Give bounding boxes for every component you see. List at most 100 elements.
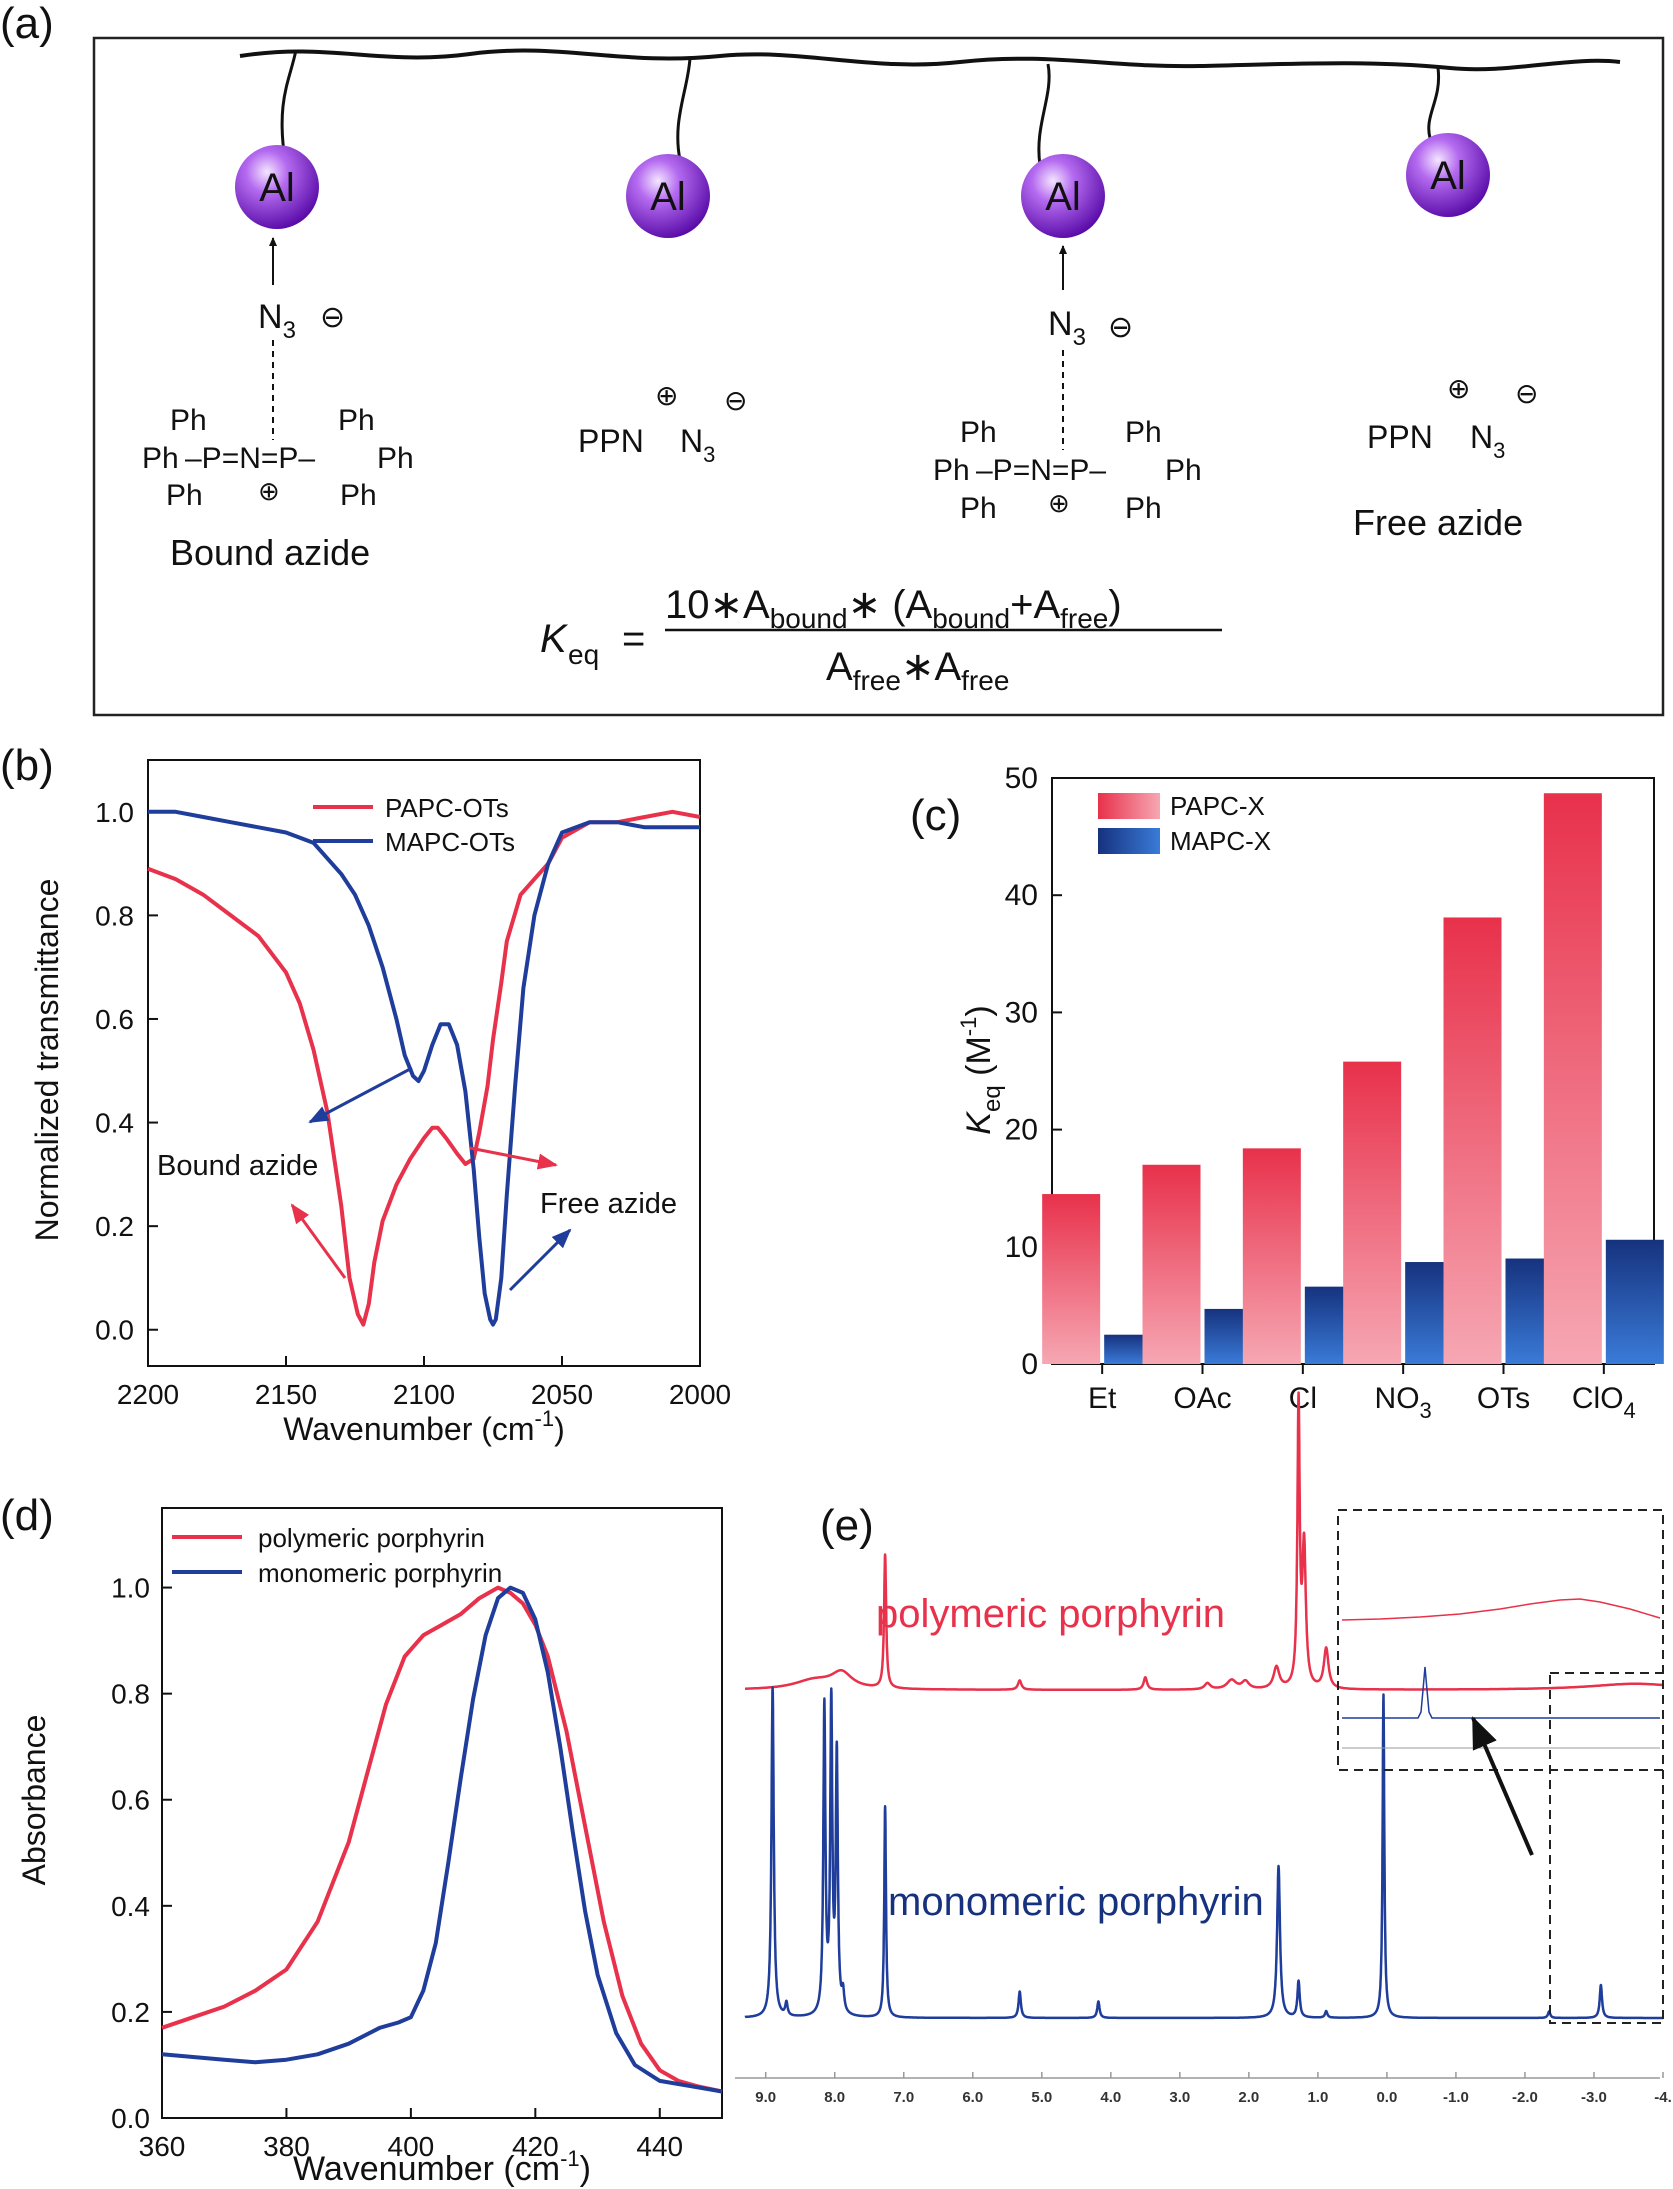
panel-e-spectra xyxy=(743,1391,1664,2020)
legend-label-papc-x: PAPC-X xyxy=(1170,791,1265,821)
x-tick-label: 400 xyxy=(388,2131,435,2162)
minus-charge-1: ⊖ xyxy=(320,301,345,334)
panel-d-x-axis-label: Wavenumber (cm-1) xyxy=(293,2146,591,2188)
bar-mapc-x xyxy=(1605,1239,1664,1364)
inset-monomeric-trace xyxy=(1342,1666,1660,1719)
nmr-monomeric-porphyrin xyxy=(743,1686,1664,2020)
series-polymeric-porphyrin xyxy=(161,1585,723,2094)
polymer-backbone xyxy=(239,48,1621,72)
series-monomeric-porphyrin xyxy=(161,1585,723,2094)
x-tick-label: 2200 xyxy=(117,1379,179,1410)
x-tick-label: 420 xyxy=(512,2131,559,2162)
panel-c-y-ticks: 0 10 20 30 40 50 xyxy=(1005,762,1062,1381)
zoom-arrow xyxy=(1471,1716,1534,1856)
panel-c-y-axis-label: Keq (M-1) xyxy=(956,1005,1006,1134)
x-tick-label: 9.0 xyxy=(755,2089,776,2106)
panel-c-legend: PAPC-X MAPC-X xyxy=(1098,791,1271,856)
svg-text:Ph: Ph xyxy=(340,479,377,512)
y-tick-label: 0.0 xyxy=(111,2103,150,2134)
label-polymeric-porphyrin: polymeric porphyrin xyxy=(876,1592,1225,1636)
tether-1 xyxy=(280,49,298,161)
svg-text:Al: Al xyxy=(259,166,295,210)
y-tick-label: 0 xyxy=(1021,1348,1038,1381)
svg-text:⊖: ⊖ xyxy=(724,385,747,416)
x-tick-label: 4.0 xyxy=(1100,2089,1121,2106)
panel-b-label: (b) xyxy=(0,741,54,790)
y-tick-label: 50 xyxy=(1005,762,1038,795)
svg-text:K: K xyxy=(540,617,569,661)
x-tick-label: Cl xyxy=(1289,1382,1317,1415)
svg-text:⊕: ⊕ xyxy=(655,380,678,411)
legend-label-papc-ots: PAPC-OTs xyxy=(385,793,509,823)
svg-text:PPN: PPN xyxy=(1367,419,1433,455)
svg-text:⊕: ⊕ xyxy=(1048,488,1070,518)
x-tick-label: 8.0 xyxy=(824,2089,845,2106)
x-tick-label: 3.0 xyxy=(1169,2089,1190,2106)
svg-text:Ph: Ph xyxy=(1165,454,1202,487)
panel-d: (d) 0.0 0.2 0.4 0.6 0.8 1.0 360 380 400 420 440 A… xyxy=(0,1491,723,2188)
panel-d-y-ticks: 0.0 0.2 0.4 0.6 0.8 1.0 xyxy=(111,1573,172,2134)
bar-papc-x xyxy=(1142,1164,1201,1364)
series-papc-ots xyxy=(147,809,701,1327)
arrow-free-blue xyxy=(508,1228,572,1292)
bar-papc-x xyxy=(1242,1148,1301,1364)
panel-d-series xyxy=(161,1585,723,2094)
x-tick-label: 7.0 xyxy=(893,2089,914,2106)
svg-text:=: = xyxy=(622,617,645,661)
panel-d-x-ticks: 360 380 400 420 440 xyxy=(139,2108,683,2162)
svg-text:⊖: ⊖ xyxy=(1515,378,1538,409)
bound-azide-caption: Bound azide xyxy=(170,532,370,573)
arrow-free-red xyxy=(469,1146,558,1170)
x-tick-label: 2050 xyxy=(531,1379,593,1410)
panel-c-label: (c) xyxy=(910,791,961,840)
tether-3 xyxy=(1037,63,1051,166)
x-tick-label: -2.0 xyxy=(1512,2089,1538,2106)
svg-text:Al: Al xyxy=(1430,154,1466,198)
y-tick-label: 0.2 xyxy=(95,1211,134,1242)
x-tick-label: 2100 xyxy=(393,1379,455,1410)
annotation-free-azide: Free azide xyxy=(540,1188,677,1220)
y-tick-label: 10 xyxy=(1005,1231,1038,1264)
panel-c-x-ticks: Et OAc Cl NO3 OTs ClO4 xyxy=(1088,1364,1636,1423)
bar-papc-x xyxy=(1042,1194,1101,1364)
y-tick-label: 0.6 xyxy=(95,1004,134,1035)
inset-spectra xyxy=(1341,1598,1661,1749)
panel-e: (e) polymeric porphyrin monomeric porphy… xyxy=(735,1391,1672,2106)
inset-polymeric-trace xyxy=(1341,1598,1661,1621)
x-tick-label: 0.0 xyxy=(1376,2089,1397,2106)
free-azide-caption: Free azide xyxy=(1353,502,1523,543)
x-tick-label: 380 xyxy=(263,2131,310,2162)
svg-text:Ph: Ph xyxy=(1125,416,1162,449)
arrow-bound-red xyxy=(290,1203,347,1279)
n3-label-1: N3 xyxy=(258,298,296,344)
svg-text:Ph: Ph xyxy=(377,442,414,475)
svg-text:N3: N3 xyxy=(1470,419,1505,463)
n3-label-2: N3 xyxy=(1048,305,1086,351)
panel-a-frame xyxy=(92,36,1665,717)
svg-text:Ph: Ph xyxy=(1125,492,1162,525)
zoom-region-box xyxy=(1549,1672,1664,2024)
minus-charge-2: ⊖ xyxy=(1108,311,1133,344)
panel-e-x-ticks: 9.0 8.0 7.0 6.0 5.0 4.0 3.0 2.0 1.0 0.0 -1.0 -2.0 -3… xyxy=(755,2072,1672,2106)
tether-4 xyxy=(1427,67,1441,139)
svg-text:⊕: ⊕ xyxy=(1447,373,1470,404)
ppn-cation-1: Ph Ph Ph Ph Ph Ph –P=N=P– ⊕ xyxy=(142,404,414,512)
x-tick-label: 360 xyxy=(139,2131,186,2162)
legend-swatch-mapc-x xyxy=(1098,828,1160,854)
legend-label-monomeric: monomeric porphyrin xyxy=(258,1558,502,1588)
x-tick-label: Et xyxy=(1088,1382,1117,1415)
svg-text:Ph: Ph xyxy=(166,479,203,512)
panel-b: (b) 0.00.20.40.60.81.0 2200 2150 2100 2050 2… xyxy=(0,741,731,1447)
panel-a-label: (a) xyxy=(0,0,54,48)
legend-label-polymeric: polymeric porphyrin xyxy=(258,1523,485,1553)
x-tick-label: OAc xyxy=(1173,1382,1231,1415)
svg-text:⊕: ⊕ xyxy=(258,476,280,506)
y-tick-label: 1.0 xyxy=(111,1573,150,1604)
y-tick-label: 20 xyxy=(1005,1114,1038,1147)
y-tick-label: 0.6 xyxy=(111,1785,150,1816)
panel-b-y-axis-label: Normalized transmittance xyxy=(29,879,65,1242)
svg-text:–P=N=P–: –P=N=P– xyxy=(185,442,315,475)
label-monomeric-porphyrin: monomeric porphyrin xyxy=(888,1880,1264,1924)
bar-papc-x xyxy=(1343,1061,1402,1364)
